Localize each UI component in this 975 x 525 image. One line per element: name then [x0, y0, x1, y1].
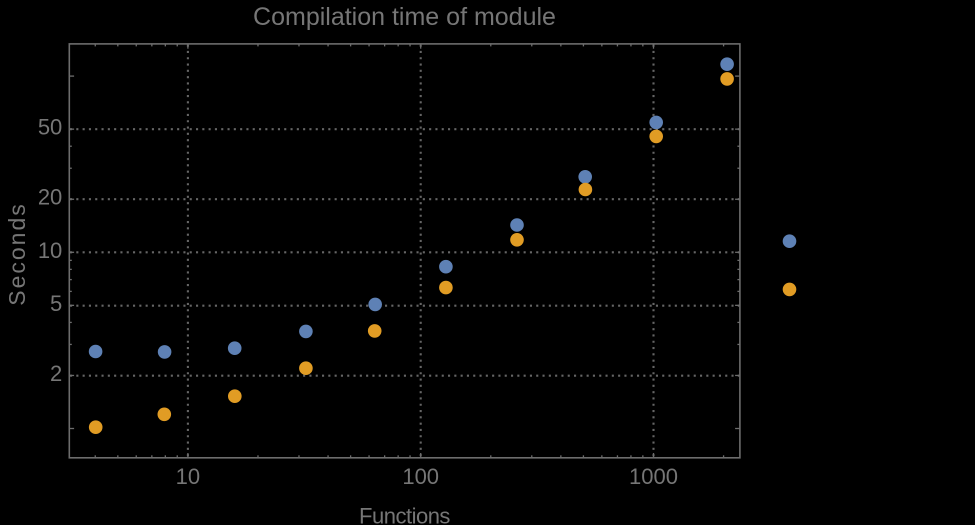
svg-text:Seconds: Seconds	[4, 202, 30, 306]
svg-text:10: 10	[176, 464, 200, 489]
svg-text:50: 50	[38, 115, 62, 140]
svg-text:1000: 1000	[629, 464, 678, 489]
svg-text:20: 20	[38, 185, 62, 210]
svg-text:5: 5	[50, 291, 62, 316]
svg-text:Compilation time of module: Compilation time of module	[253, 3, 556, 31]
svg-text:2: 2	[50, 361, 62, 386]
svg-text:100: 100	[402, 464, 439, 489]
svg-text:Functions: Functions	[359, 504, 450, 525]
svg-text:10: 10	[38, 238, 62, 263]
